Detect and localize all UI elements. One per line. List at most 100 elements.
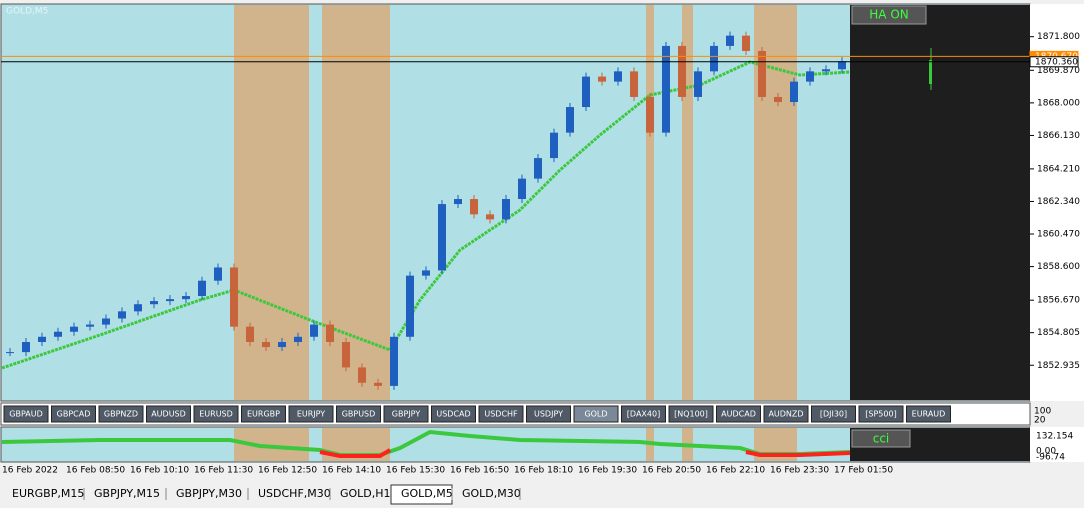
symbol-label[interactable]: GBPCAD [57, 410, 91, 419]
x-tick-label: 16 Feb 2022 [2, 466, 58, 476]
symbol-label[interactable]: AUDCAD [721, 410, 756, 419]
candle [54, 331, 62, 337]
symbol-button[interactable] [763, 405, 809, 423]
tab[interactable]: USDCHF,M30 [258, 487, 331, 500]
tab[interactable]: GOLD,H1 [340, 487, 391, 500]
symbol-button[interactable] [383, 405, 429, 423]
candle [230, 267, 238, 327]
candle [534, 158, 542, 179]
symbol-button[interactable] [193, 405, 239, 423]
tab[interactable]: GOLD,M30 [462, 487, 521, 500]
cci-neg [745, 450, 851, 457]
x-tick-label: 16 Feb 14:10 [322, 466, 381, 476]
candle [6, 352, 14, 354]
symbol-label[interactable]: [DJI30] [820, 410, 847, 419]
ha-button[interactable] [851, 5, 927, 25]
candle [294, 336, 302, 343]
y-tick-label: 1858.600 [1037, 262, 1080, 272]
candle [118, 311, 126, 319]
symbol-label[interactable]: GBPJPY [392, 410, 421, 419]
symbol-label[interactable]: GBPUSD [342, 410, 376, 419]
candle [710, 45, 718, 72]
tab[interactable]: GBPJPY,M15 [94, 487, 160, 500]
symbol-label[interactable]: GBPNZD [104, 410, 138, 419]
y-tick-label: 1866.130 [1037, 131, 1080, 141]
symbol-button[interactable] [478, 405, 524, 423]
trend-line [1, 60, 851, 370]
symbol-button[interactable] [241, 405, 286, 423]
symbol-button[interactable] [336, 405, 381, 423]
candle [390, 336, 398, 386]
cci-label: 0.00 [1036, 447, 1056, 457]
tab[interactable]: GBPJPY,M30 [176, 487, 242, 500]
symbol-label[interactable]: [DAX40] [627, 410, 660, 419]
y-tick-label: 1871.800 [1037, 32, 1080, 42]
candle [422, 270, 430, 276]
tab[interactable]: GOLD,M5 [401, 487, 453, 500]
candle [406, 275, 414, 337]
y-tick-label: 1854.805 [1037, 328, 1080, 338]
symbol-label[interactable]: USDJPY [534, 410, 563, 419]
ha-button-label[interactable]: HA ON [869, 8, 908, 22]
candle [470, 199, 478, 215]
symbol-button[interactable] [3, 405, 49, 423]
symbol-button[interactable] [146, 405, 191, 423]
x-tick-label: 16 Feb 08:50 [66, 466, 125, 476]
bar-axis-label: 20 [1034, 416, 1046, 426]
x-tick-label: 16 Feb 11:30 [194, 466, 253, 476]
symbol-label[interactable]: EURUSD [199, 410, 233, 419]
symbol-button[interactable] [716, 405, 761, 423]
candle [838, 61, 846, 70]
symbol-button[interactable] [431, 405, 476, 423]
cci-button-label[interactable]: cci [873, 432, 890, 446]
y-tick-label: 1868.000 [1037, 98, 1080, 108]
bar-axis-label: 100 [1034, 407, 1051, 417]
y-tick-label: 1864.210 [1037, 164, 1080, 174]
symbol-button[interactable] [98, 405, 144, 423]
symbol-button[interactable] [288, 405, 334, 423]
symbol-label[interactable]: USDCHF [484, 410, 518, 419]
candle [774, 96, 782, 103]
symbol-label[interactable]: [NQ100] [674, 410, 708, 419]
candle [502, 199, 510, 220]
symbol-button[interactable] [51, 405, 96, 423]
symbol-button[interactable] [668, 405, 714, 423]
candle [374, 382, 382, 386]
candle [646, 96, 654, 133]
symbol-button[interactable] [811, 405, 856, 423]
symbol-label[interactable]: EURAUD [912, 410, 946, 419]
x-tick-label: 16 Feb 19:30 [578, 466, 637, 476]
symbol-label[interactable]: EURGBP [247, 410, 280, 419]
x-tick-label: 16 Feb 23:30 [770, 466, 829, 476]
y-tick-label: 1856.670 [1037, 296, 1080, 306]
candle [662, 45, 670, 133]
cci-button[interactable] [851, 429, 911, 448]
candle [694, 71, 702, 97]
symbol-label[interactable]: AUDNZD [768, 410, 803, 419]
symbol-button[interactable] [573, 405, 619, 423]
symbol-buttons: GBPAUD GBPCAD GBPNZD AUDUSD EURUSD EURGBP EURJ… [3, 405, 951, 423]
symbol-button[interactable] [526, 405, 571, 423]
symbol-label[interactable]: GBPAUD [9, 410, 43, 419]
symbol-button[interactable] [906, 405, 951, 423]
candle [790, 81, 798, 103]
candle [214, 267, 222, 281]
symbol-button[interactable] [621, 405, 666, 423]
tab[interactable]: EURGBP,M15 [12, 487, 84, 500]
symbol-label[interactable]: GOLD [584, 410, 607, 419]
candle [614, 71, 622, 82]
symbol-label[interactable]: [SP500] [865, 410, 896, 419]
candle [806, 71, 814, 82]
candle [550, 132, 558, 159]
symbol-label[interactable]: AUDUSD [151, 410, 186, 419]
price-label: 1870.360 [1035, 57, 1078, 67]
symbol-label[interactable]: USDCAD [436, 410, 470, 419]
future-area [850, 5, 1030, 400]
symbol-button[interactable] [858, 405, 904, 423]
candle [454, 199, 462, 205]
candle [582, 76, 590, 108]
symbol-label[interactable]: EURJPY [297, 410, 325, 419]
candle [262, 342, 270, 348]
x-tick-label: 16 Feb 12:50 [258, 466, 317, 476]
